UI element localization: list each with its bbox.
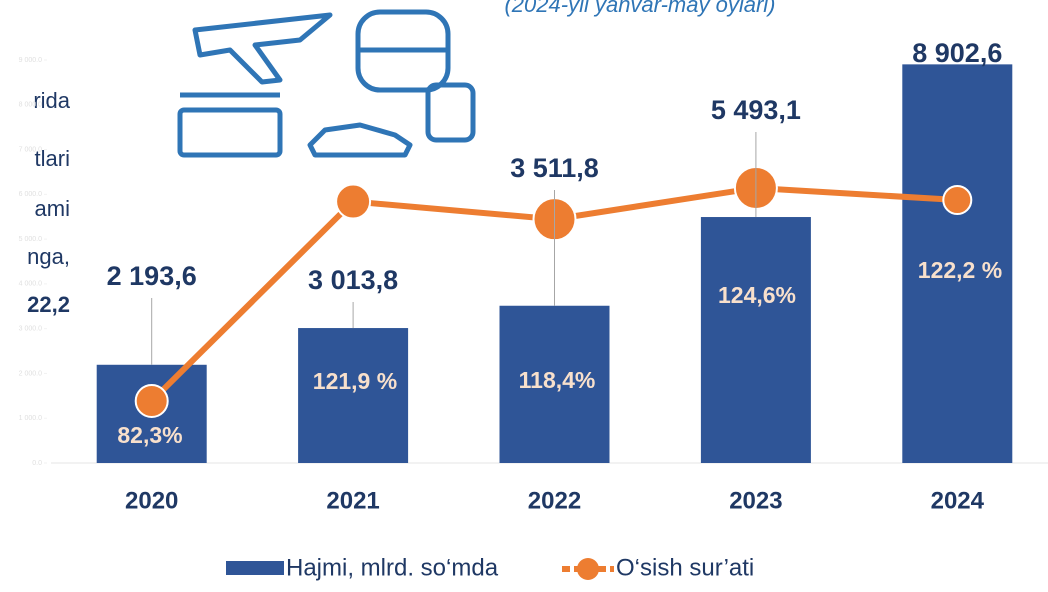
y-tick-label: 0.0 bbox=[32, 460, 42, 467]
y-tick-label: 5 000.0 bbox=[19, 236, 42, 243]
bar-value-label: 3 013,8 bbox=[308, 265, 398, 295]
y-tick-label: 3 000.0 bbox=[19, 326, 42, 333]
growth-marker bbox=[335, 183, 372, 220]
legend-marker bbox=[577, 558, 599, 580]
bar bbox=[499, 305, 610, 463]
bar bbox=[298, 328, 409, 463]
y-tick-label: 1 000.0 bbox=[19, 415, 42, 422]
x-tick-label: 2020 bbox=[125, 487, 178, 514]
y-tick-label: 8 000.0 bbox=[19, 102, 42, 109]
side-text: 22,2 bbox=[27, 292, 70, 317]
growth-marker bbox=[942, 185, 973, 216]
y-tick-label: 9 000.0 bbox=[19, 57, 42, 64]
side-text: ami bbox=[35, 196, 70, 221]
bar-value-label: 8 902,6 bbox=[912, 38, 1002, 68]
growth-marker bbox=[134, 384, 169, 419]
growth-value-label: 118,4% bbox=[519, 367, 596, 393]
side-text: tlari bbox=[35, 146, 70, 171]
chart-subtitle: (2024-yil yanvar-may oylari) bbox=[504, 0, 775, 17]
x-tick-label: 2022 bbox=[528, 487, 581, 514]
legend-label: Hajmi, mlrd. so‘mda bbox=[286, 554, 499, 581]
bar-value-label: 5 493,1 bbox=[711, 95, 801, 125]
growth-value-label: 121,9 % bbox=[313, 368, 397, 394]
bar-value-label: 2 193,6 bbox=[107, 261, 197, 291]
x-tick-label: 2023 bbox=[729, 487, 782, 514]
side-text: nga, bbox=[27, 244, 70, 269]
legend-label: O‘sish sur’ati bbox=[616, 554, 754, 581]
x-tick-label: 2024 bbox=[931, 487, 985, 514]
bar bbox=[902, 64, 1013, 463]
growth-value-label: 82,3% bbox=[117, 422, 182, 448]
transport-icons bbox=[177, 9, 476, 158]
growth-value-label: 122,2 % bbox=[918, 257, 1002, 283]
x-tick-label: 2021 bbox=[326, 487, 379, 514]
side-text: rida bbox=[33, 88, 70, 113]
legend-swatch bbox=[226, 561, 284, 575]
bar bbox=[700, 217, 811, 463]
growth-value-label: 124,6% bbox=[718, 282, 796, 308]
y-tick-label: 2 000.0 bbox=[19, 370, 42, 377]
y-tick-label: 4 000.0 bbox=[19, 281, 42, 288]
bar-value-label: 3 511,8 bbox=[510, 153, 599, 183]
y-tick-label: 7 000.0 bbox=[19, 146, 42, 153]
y-tick-label: 6 000.0 bbox=[19, 191, 42, 198]
